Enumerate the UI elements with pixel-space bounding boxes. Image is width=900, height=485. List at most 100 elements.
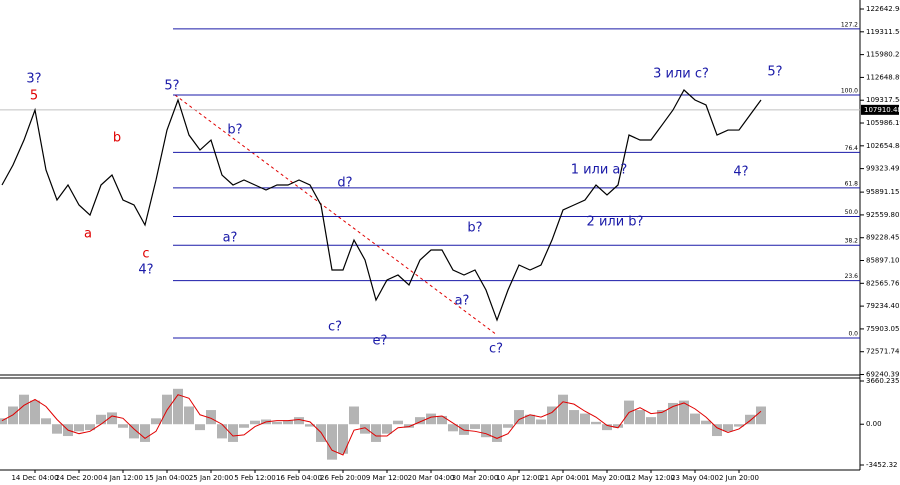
wave-label: 3? <box>26 72 41 87</box>
histogram-bar <box>712 424 722 437</box>
y-tick-label: 3660.235 <box>866 377 899 385</box>
wave-label: e? <box>373 334 388 349</box>
x-tick-label: 10 Apr 12:00 <box>496 474 542 482</box>
fib-label: 127.2 <box>841 21 858 28</box>
histogram-bar <box>74 424 84 432</box>
histogram-bar <box>393 420 403 425</box>
wave-label: 1 или a? <box>571 163 628 178</box>
histogram-bar <box>85 424 95 431</box>
histogram-bar <box>107 412 117 425</box>
y-tick-label: 119311.56 <box>866 28 900 36</box>
y-tick-label: 105986.19 <box>866 119 900 127</box>
histogram-bar <box>349 406 359 425</box>
y-tick-label: 0.00 <box>866 420 882 428</box>
x-tick-label: 26 Feb 20:00 <box>320 474 366 482</box>
x-tick-label: 25 Jan 20:00 <box>189 474 233 482</box>
histogram-bar <box>602 424 612 431</box>
wave-label: 5? <box>767 65 782 80</box>
y-tick-label: 85897.10 <box>866 257 899 265</box>
wave-label: c <box>142 247 149 262</box>
histogram-bar <box>360 424 370 434</box>
histogram-bar <box>756 406 766 425</box>
histogram-bar <box>305 424 315 427</box>
y-tick-label: 89228.45 <box>866 234 899 242</box>
histogram-bar <box>404 424 414 428</box>
histogram-bar <box>129 424 139 439</box>
y-tick-label: 115980.25 <box>866 51 900 59</box>
last-price-label: 107910.48 <box>864 106 900 114</box>
last-price-box <box>861 104 899 115</box>
histogram-bar <box>338 424 348 454</box>
histogram-bar <box>239 424 249 428</box>
trend-line <box>174 94 498 336</box>
histogram-bar <box>701 420 711 425</box>
histogram-bar <box>0 418 7 425</box>
y-tick-label: 75903.05 <box>866 325 899 333</box>
histogram-bar <box>173 388 183 425</box>
wave-label: 5 <box>30 89 38 104</box>
wave-label: b? <box>467 221 482 236</box>
y-tick-label: 99323.49 <box>866 165 899 173</box>
signal-line <box>1 394 762 456</box>
histogram-bar <box>481 424 491 438</box>
histogram-bar <box>151 418 161 425</box>
histogram-bar <box>646 417 656 425</box>
histogram-bar <box>140 424 150 442</box>
histogram-bar <box>327 424 337 460</box>
histogram-bar <box>591 421 601 425</box>
histogram-bar <box>558 394 568 425</box>
histogram-bar <box>184 406 194 425</box>
histogram-bar <box>470 424 480 429</box>
histogram-bar <box>547 406 557 425</box>
y-tick-label: 112648.89 <box>866 73 900 81</box>
x-tick-label: 20 Mar 04:00 <box>408 474 455 482</box>
histogram-bar <box>217 424 227 439</box>
y-tick-label: 79234.40 <box>866 302 899 310</box>
x-tick-label: 23 May 04:00 <box>671 474 719 482</box>
histogram-bar <box>371 424 381 442</box>
wave-label: 2 или b? <box>587 215 644 230</box>
x-tick-label: 9 Mar 12:00 <box>366 474 408 482</box>
histogram-bar <box>52 424 62 434</box>
histogram-bar <box>294 417 304 425</box>
histogram-bar <box>723 424 733 432</box>
x-tick-label: 5 Feb 12:00 <box>234 474 275 482</box>
wave-label: 5? <box>164 79 179 94</box>
histogram-bar <box>580 413 590 425</box>
histogram-bar <box>415 417 425 425</box>
histogram-bar <box>19 394 29 425</box>
histogram-bar <box>690 413 700 425</box>
histogram-bar <box>250 420 260 425</box>
histogram-bar <box>492 424 502 442</box>
wave-label: 4? <box>733 165 748 180</box>
x-tick-label: 21 Apr 04:00 <box>540 474 586 482</box>
wave-label: c? <box>328 320 342 335</box>
wave-label: b? <box>227 123 242 138</box>
y-tick-label: -3452.32 <box>866 461 897 469</box>
histogram-bar <box>437 415 447 425</box>
wave-label: 3 или c? <box>653 67 709 82</box>
histogram-bar <box>382 424 392 434</box>
histogram-bar <box>283 420 293 425</box>
y-tick-label: 109317.54 <box>866 96 900 104</box>
x-tick-label: 2 Jun 20:00 <box>719 474 759 482</box>
y-tick-label: 82565.76 <box>866 279 900 287</box>
histogram-bar <box>734 424 744 427</box>
histogram-bar <box>96 414 106 425</box>
y-tick-label: 92559.80 <box>866 211 899 219</box>
fib-label: 38.2 <box>845 238 859 245</box>
x-tick-label: 15 Jan 04:00 <box>145 474 189 482</box>
y-tick-label: 72571.74 <box>866 348 900 356</box>
x-tick-label: 14 Dec 04:00 <box>11 474 58 482</box>
wave-label: c? <box>489 342 503 357</box>
wave-label: a <box>84 227 92 242</box>
wave-label: 4? <box>138 263 153 278</box>
fib-label: 23.6 <box>845 273 859 280</box>
histogram-bar <box>536 419 546 425</box>
x-tick-label: 24 Dec 20:00 <box>55 474 102 482</box>
histogram-bar <box>657 410 667 425</box>
histogram-bar <box>635 410 645 425</box>
histogram-bar <box>118 424 128 428</box>
price-line <box>1 89 762 322</box>
